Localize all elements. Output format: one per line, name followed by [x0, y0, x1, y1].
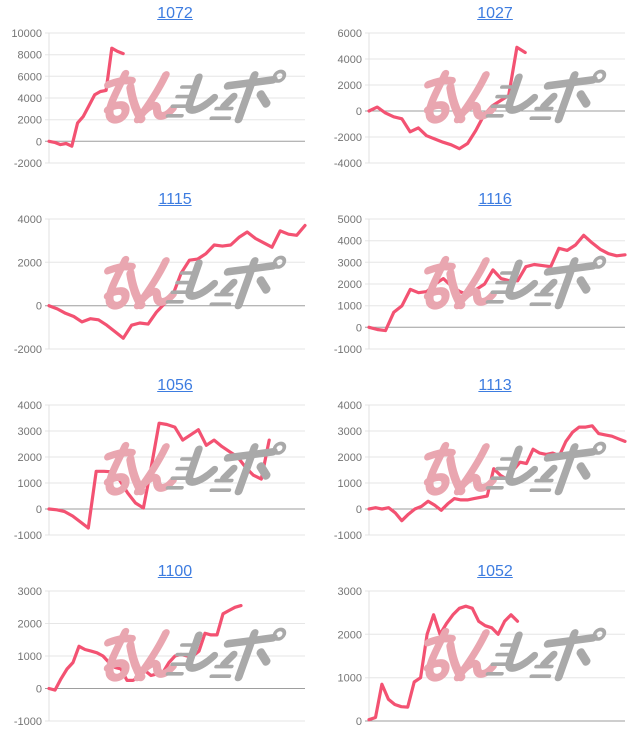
chart-cell: 1027 -4000 -2000 0 2000 4000 6000: [320, 0, 640, 186]
y-axis-tick-label: 4000: [18, 214, 42, 226]
chart-plot-1072: -2000 0 2000 4000 6000 8000 10000: [11, 28, 305, 170]
y-axis-tick-label: 0: [36, 684, 42, 696]
series-line: [367, 45, 527, 151]
y-axis-tick-label: 4000: [338, 54, 362, 66]
y-axis-tick-label: 0: [36, 504, 42, 516]
y-axis-tick-label: 0: [356, 716, 362, 728]
y-axis-tick-label: 0: [356, 106, 362, 118]
y-axis-tick-label: -2000: [334, 132, 362, 144]
y-axis-tick-label: 0: [356, 504, 362, 516]
y-axis-tick-label: 1000: [18, 478, 42, 490]
y-axis-tick-label: -2000: [14, 344, 42, 356]
y-axis-tick-label: 4000: [18, 400, 42, 412]
y-axis-tick-label: -1000: [14, 530, 42, 542]
y-axis-tick-label: -1000: [334, 530, 362, 542]
y-axis-tick-label: 2000: [18, 115, 42, 127]
chart-cell: 1052 0 1000 2000 3000: [320, 558, 640, 744]
watermark-minrepo: [423, 441, 607, 496]
chart-cell: 1056 -1000 0 1000 2000 3000 4000: [0, 372, 320, 558]
chart-plot-1027: -4000 -2000 0 2000 4000 6000: [334, 28, 625, 170]
y-axis-tick-label: 0: [356, 322, 362, 334]
y-axis-tick-label: 4000: [18, 93, 42, 105]
chart-plot-1113: -1000 0 1000 2000 3000 4000: [334, 400, 627, 542]
chart-plot-1116: -1000 0 1000 2000 3000 4000 5000: [334, 214, 627, 356]
y-axis-tick-label: 2000: [338, 629, 362, 641]
y-axis-tick-label: 1000: [338, 478, 362, 490]
y-axis-tick-label: 3000: [18, 586, 42, 598]
chart-plot-1056: -1000 0 1000 2000 3000 4000: [14, 400, 305, 542]
y-axis-tick-label: 4000: [338, 400, 362, 412]
chart-cell: 1116 -1000 0 1000 2000 3000 4000 5000: [320, 186, 640, 372]
y-axis-tick-label: 0: [36, 301, 42, 313]
chart-title-link-1027[interactable]: 1027: [477, 5, 513, 22]
watermark-minrepo: [103, 255, 287, 310]
y-axis-tick-label: 10000: [11, 28, 42, 40]
y-axis-tick-label: 3000: [18, 426, 42, 438]
y-axis-tick-label: 2000: [338, 452, 362, 464]
watermark-minrepo: [103, 69, 287, 124]
y-axis-tick-label: 2000: [18, 619, 42, 631]
watermark-minrepo: [103, 627, 287, 682]
chart-cell: 1100 -1000 0 1000 2000 3000: [0, 558, 320, 744]
chart-plot-1052: 0 1000 2000 3000: [338, 586, 625, 728]
y-axis-tick-label: 8000: [18, 50, 42, 62]
chart-plot-1115: -2000 0 2000 4000: [14, 214, 307, 356]
y-axis-tick-label: 4000: [338, 236, 362, 248]
chart-cell: 1072 -2000 0 2000 4000 6000 8000 10000: [0, 0, 320, 186]
y-axis-tick-label: -4000: [334, 158, 362, 170]
y-axis-tick-label: 2000: [338, 80, 362, 92]
series-line: [367, 604, 520, 722]
watermark-minrepo: [423, 255, 607, 310]
chart-cell: 1115 -2000 0 2000 4000: [0, 186, 320, 372]
chart-title-link-1072[interactable]: 1072: [157, 5, 193, 22]
watermark-minrepo: [423, 627, 607, 682]
y-axis-tick-label: 5000: [338, 214, 362, 226]
y-axis-tick-label: -1000: [14, 716, 42, 728]
chart-plot-1100: -1000 0 1000 2000 3000: [14, 586, 305, 728]
y-axis-tick-label: 1000: [338, 673, 362, 685]
chart-title-link-1100[interactable]: 1100: [157, 563, 193, 580]
y-axis-tick-label: 2000: [338, 279, 362, 291]
y-axis-tick-label: 3000: [338, 426, 362, 438]
y-axis-tick-label: 0: [36, 136, 42, 148]
y-axis-tick-label: 2000: [18, 452, 42, 464]
chart-cell: 1113 -1000 0 1000 2000 3000 4000: [320, 372, 640, 558]
y-axis-tick-label: -1000: [334, 344, 362, 356]
chart-title-link-1052[interactable]: 1052: [477, 563, 513, 580]
y-axis-tick-label: -2000: [14, 158, 42, 170]
y-axis-tick-label: 3000: [338, 257, 362, 269]
y-axis-tick-label: 6000: [338, 28, 362, 40]
y-axis-tick-label: 1000: [18, 651, 42, 663]
y-axis-tick-label: 6000: [18, 71, 42, 83]
series-line: [47, 46, 125, 148]
series-line: [367, 233, 627, 333]
y-axis-tick-label: 1000: [338, 301, 362, 313]
watermark-minrepo: [103, 441, 287, 496]
chart-title-link-1056[interactable]: 1056: [157, 377, 193, 394]
chart-title-link-1113[interactable]: 1113: [478, 377, 512, 394]
y-axis-tick-label: 2000: [18, 257, 42, 269]
y-axis-tick-label: 3000: [338, 586, 362, 598]
watermark-minrepo: [423, 69, 607, 124]
chart-title-link-1116[interactable]: 1116: [478, 191, 512, 208]
series-line: [367, 424, 627, 523]
chart-title-link-1115[interactable]: 1115: [158, 191, 192, 208]
